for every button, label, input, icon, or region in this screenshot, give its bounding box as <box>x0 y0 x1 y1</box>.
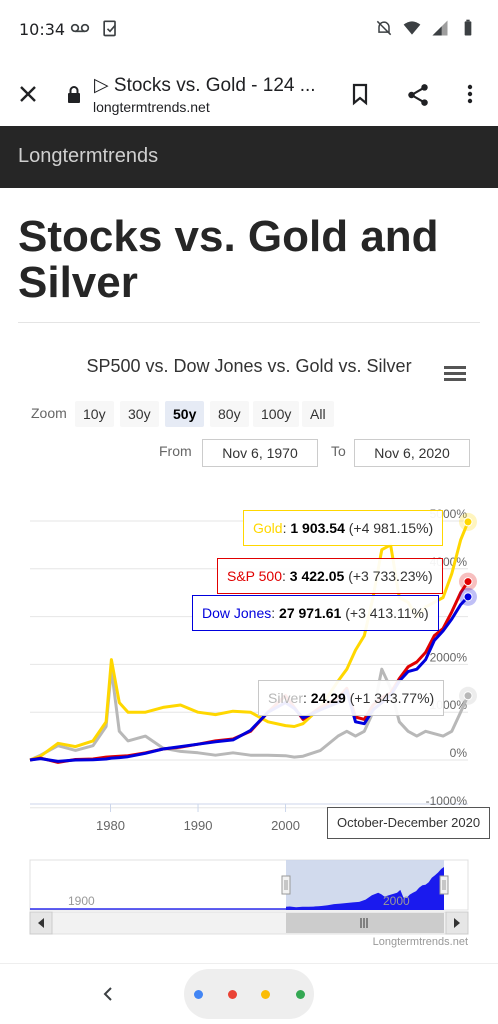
tooltip-dow: Dow Jones: 27 971.61 (+3 413.11%) <box>192 595 439 631</box>
series-end-marker <box>463 577 473 587</box>
tooltip-gold: Gold: 1 903.54 (+4 981.15%) <box>243 510 444 546</box>
y-tick-label: -1000% <box>426 794 468 808</box>
signal-icon <box>432 20 448 36</box>
site-logo[interactable]: Longtermtrends <box>18 145 159 167</box>
x-tick-label: 1980 <box>96 818 125 833</box>
to-date-input[interactable]: Nov 6, 2020 <box>354 439 470 467</box>
chart-title: SP500 vs. Dow Jones vs. Gold vs. Silver <box>86 356 412 376</box>
back-chevron-icon[interactable] <box>98 982 118 1006</box>
tooltip-sp500-value: 3 422.05 <box>289 568 345 584</box>
red-dot-icon <box>228 990 237 999</box>
tooltip-sp500-name: S&P 500 <box>227 568 283 584</box>
tooltip-silver: Silver: 24.29 (+1 343.77%) <box>258 680 445 716</box>
share-icon[interactable] <box>405 82 431 108</box>
credit-link[interactable]: Longtermtrends.net <box>372 936 468 948</box>
tooltip-dow-name: Dow Jones <box>202 605 272 621</box>
zoom-50y-button[interactable]: 50y <box>165 401 205 427</box>
tooltip-sp500-change: (+3 733.23%) <box>348 568 433 584</box>
navigator-year-label: 2000 <box>383 894 410 908</box>
zoom-100y-button[interactable]: 100y <box>253 401 300 427</box>
wifi-icon <box>403 21 421 35</box>
voicemail-icon <box>70 23 90 33</box>
close-icon[interactable] <box>16 82 40 106</box>
tab-title[interactable]: ▷ Stocks vs. Gold - 124 ... <box>94 75 316 96</box>
chart-menu-icon[interactable] <box>444 364 466 382</box>
from-date-input[interactable]: Nov 6, 1970 <box>202 439 318 467</box>
page-title: Stocks vs. Gold and Silver <box>18 212 439 307</box>
x-tick-label: 2000 <box>271 818 300 833</box>
zoom-80y-button[interactable]: 80y <box>210 401 249 427</box>
battery-icon <box>464 19 472 36</box>
green-dot-icon <box>296 990 305 999</box>
tooltip-silver-name: Silver <box>268 690 304 706</box>
navigator[interactable]: 1900 2000 <box>0 856 498 936</box>
url-text[interactable]: longtermtrends.net <box>93 99 210 115</box>
status-bar: 10:34 <box>0 0 498 62</box>
tooltip-gold-name: Gold <box>253 520 283 536</box>
zoom-30y-button[interactable]: 30y <box>120 401 159 427</box>
scrollbar-thumb[interactable] <box>286 913 444 933</box>
tooltip-silver-change: (+1 343.77%) <box>349 690 435 706</box>
x-tick-label: 1990 <box>184 818 213 833</box>
bookmark-icon[interactable] <box>348 82 372 106</box>
tooltip-dow-value: 27 971.61 <box>279 605 342 621</box>
y-tick-label: 0% <box>450 746 468 760</box>
zoom-all-button[interactable]: All <box>302 401 334 427</box>
to-label: To <box>331 443 346 459</box>
tooltip-period: October-December 2020 <box>327 807 491 839</box>
navigator-handle[interactable] <box>281 875 291 895</box>
tooltip-gold-change: (+4 981.15%) <box>348 520 434 536</box>
series-end-marker <box>463 592 473 602</box>
status-time: 10:34 <box>19 20 66 39</box>
lock-icon[interactable] <box>66 85 82 103</box>
clipboard-check-icon <box>103 20 116 37</box>
scroll-left-arrow-icon <box>38 918 44 928</box>
browser-toolbar: ▷ Stocks vs. Gold - 124 ... longtermtren… <box>0 62 498 126</box>
y-tick-label: 2000% <box>430 650 468 664</box>
yellow-dot-icon <box>261 990 270 999</box>
navigator-frame <box>29 859 469 911</box>
zoom-10y-button[interactable]: 10y <box>75 401 114 427</box>
tooltip-dow-change: (+3 413.11%) <box>345 605 429 621</box>
navigator-area <box>286 867 444 910</box>
navigator-year-label: 1900 <box>68 894 95 908</box>
more-vert-icon[interactable] <box>458 82 482 106</box>
scroll-right-arrow-icon <box>454 918 460 928</box>
divider <box>18 322 480 323</box>
series-end-marker <box>463 691 473 701</box>
zoom-label: Zoom <box>31 405 67 421</box>
blue-dot-icon <box>194 990 203 999</box>
navigator-handle[interactable] <box>439 875 449 895</box>
tooltip-silver-value: 24.29 <box>310 690 346 706</box>
assistant-pill[interactable] <box>184 969 314 1019</box>
from-label: From <box>159 443 192 459</box>
site-header: Longtermtrends <box>0 126 498 188</box>
tooltip-gold-value: 1 903.54 <box>290 520 345 536</box>
tooltip-sp500: S&P 500: 3 422.05 (+3 733.23%) <box>217 558 443 594</box>
series-end-marker <box>463 517 473 527</box>
system-nav-bar <box>0 963 498 1024</box>
notifications-off-icon <box>376 20 392 36</box>
